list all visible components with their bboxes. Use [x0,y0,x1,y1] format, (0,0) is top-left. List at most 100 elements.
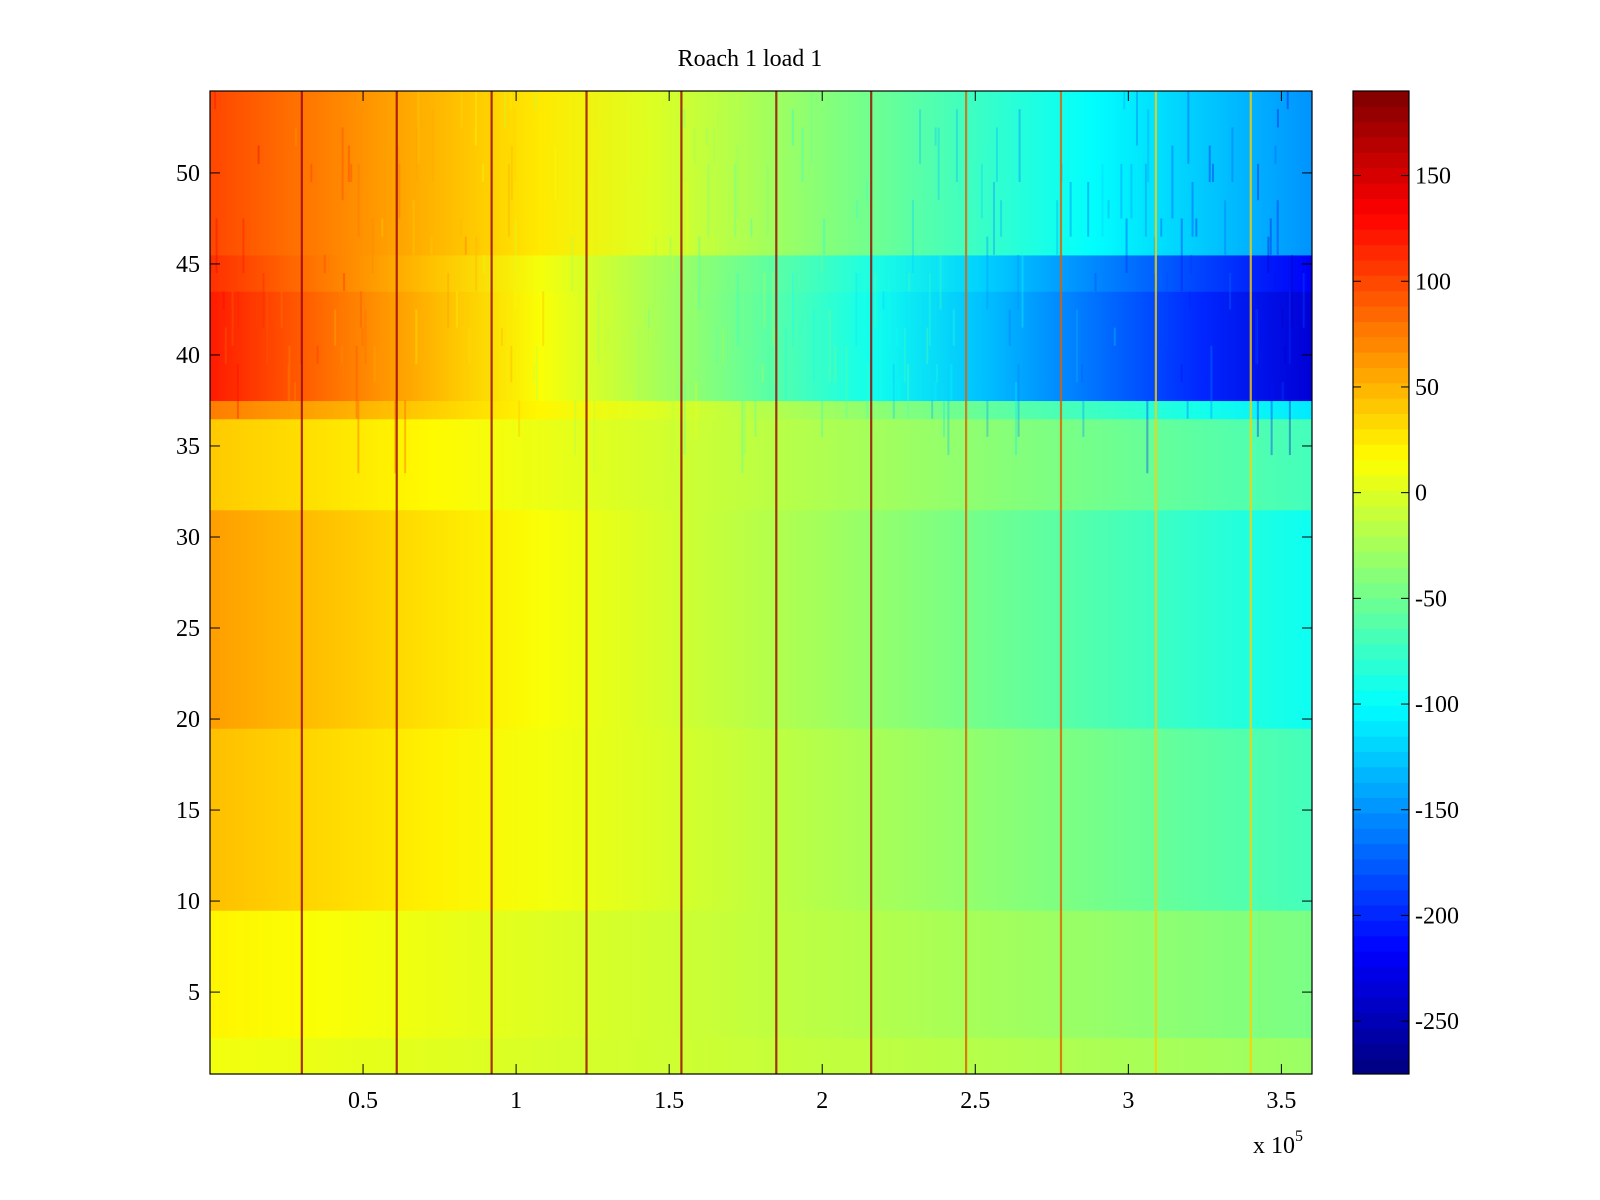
colorbar-segment [1353,198,1409,215]
heatmap-row [210,436,1312,456]
heatmap-texture-cell [1195,218,1198,237]
colorbar-segment [1353,567,1409,583]
heatmap-texture-cell [734,163,737,237]
heatmap-texture-cell [1276,200,1279,255]
heatmap-texture-cell [1190,254,1193,274]
heatmap-texture-cell [866,364,869,419]
y-tick-label: 50 [176,161,200,187]
heatmap-texture-cell [986,236,989,310]
heatmap-texture-cell [1229,273,1232,310]
heatmap-texture-cell [373,345,376,383]
heatmap-texture-cell [514,218,517,274]
heatmap-texture-cell [593,400,596,474]
heatmap-texture-cell [431,109,434,183]
heatmap-texture-cell [295,127,298,146]
colorbar-segment [1353,382,1409,399]
heatmap-texture-cell [712,127,715,164]
heatmap-row [210,327,1312,347]
heatmap-row [210,400,1312,420]
heatmap-texture-cell [347,145,350,183]
heatmap-texture-cell [257,145,260,164]
heatmap-texture-cell [810,91,813,164]
y-tick-label: 25 [176,616,200,642]
heatmap-texture-cell [741,400,744,474]
heatmap-texture-cell [887,273,890,346]
colorbar-segment [1353,91,1409,107]
heatmap-texture-cell [626,109,629,183]
heatmap-texture-cell [514,291,517,310]
colorbar-segment [1353,1012,1409,1029]
heatmap-row [210,1019,1312,1039]
heatmap-row [210,655,1312,675]
heatmap-row [210,91,1312,110]
heatmap-texture-cell [574,400,577,456]
heatmap-texture-cell [628,382,631,401]
heatmap-texture-cell [288,345,291,401]
colorbar-segment [1353,736,1409,752]
heatmap-texture-cell [955,109,958,183]
heatmap-row [210,855,1312,875]
heatmap-texture-cell [371,218,374,274]
heatmap-row [210,764,1312,784]
heatmap-texture-cell [766,163,769,237]
heatmap-texture-cell [510,145,513,201]
heatmap-texture-cell [648,327,651,346]
heatmap-texture-cell [1120,163,1123,219]
heatmap-row [210,455,1312,474]
colorbar-segment [1353,413,1409,430]
colorbar-tick-label: -200 [1415,903,1459,929]
heatmap-texture-cell [242,218,245,274]
x-tick-label: 1 [510,1088,522,1114]
heatmap-texture-cell [237,291,240,328]
heatmap-texture-cell [267,291,270,365]
heatmap-texture-cell [224,327,227,365]
heatmap-texture-cell [936,364,939,383]
y-tick-label: 10 [176,889,200,915]
colorbar-segment [1353,551,1409,568]
heatmap-texture-cell [715,91,718,128]
heatmap-texture-cell [532,364,535,383]
colorbar-segment [1353,275,1409,292]
heatmap-texture-cell [468,327,471,365]
heatmap-texture-cell [341,127,344,201]
heatmap-texture-cell [672,236,675,274]
heatmap-texture-cell [844,163,847,219]
x-tick-label: 1.5 [654,1088,684,1114]
heatmap-stripes [300,91,1252,1074]
heatmap-texture-cell [1171,145,1174,219]
heatmap-texture-cell [215,218,218,274]
heatmap-texture-cell [1188,291,1191,310]
heatmap-texture-cell [1211,163,1214,183]
heatmap-texture-cell [866,182,869,201]
heatmap-texture-cell [343,273,346,292]
heatmap-texture-cell [334,309,337,346]
heatmap-texture-cell [500,327,503,346]
heatmap-row [210,564,1312,584]
heatmap-cells [210,91,1312,1075]
x-tick-label: 2.5 [960,1088,990,1114]
heatmap-row [210,946,1312,966]
x-axis-ticks: 0.5 1 1.5 2 2.5 3 3.5 [348,91,1296,1114]
heatmap-texture-cell [1208,145,1211,183]
heatmap-texture-cell [715,327,718,365]
y-tick-label: 45 [176,252,200,278]
heatmap-texture-cell [1075,309,1078,383]
heatmap-texture-cell [1187,91,1190,164]
heatmap-texture-cell [892,364,895,383]
colorbar-segment [1353,367,1409,384]
heatmap-row [210,582,1312,602]
heatmap-texture-cell [597,291,600,365]
heatmap-texture-cell [980,163,983,219]
colorbar-segment [1353,782,1409,799]
heatmap-texture-cell [535,345,538,401]
y-tick-label: 5 [188,980,200,1006]
heatmap-row [210,1001,1312,1020]
colorbar-segment [1353,720,1409,737]
heatmap-texture-cell [1284,345,1287,365]
colorbar-segment [1353,659,1409,676]
heatmap-texture-cell [686,182,689,255]
colorbar-segment [1353,352,1409,368]
heatmap-row [210,982,1312,1002]
heatmap-row [210,364,1312,383]
